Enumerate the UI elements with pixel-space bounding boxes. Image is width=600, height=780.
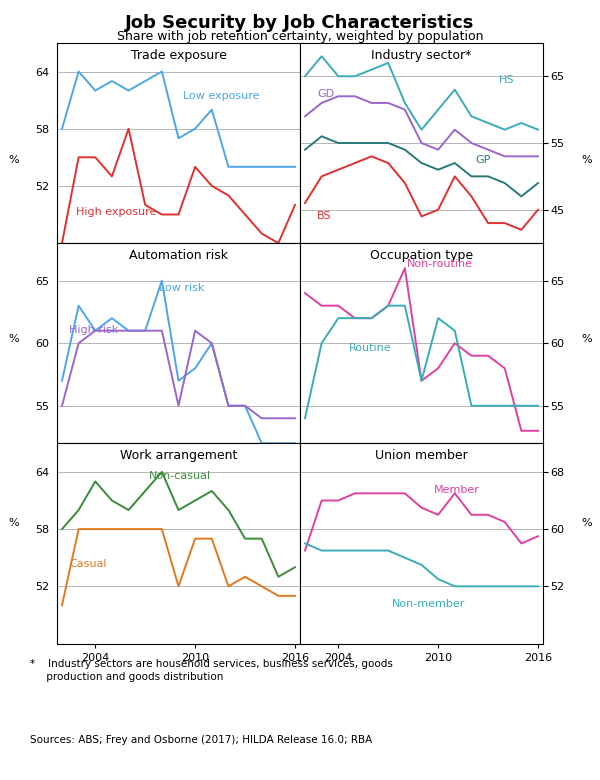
Text: %: % <box>581 335 592 344</box>
Text: GD: GD <box>317 89 334 99</box>
Text: GP: GP <box>475 155 490 165</box>
Text: Routine: Routine <box>349 343 391 353</box>
Text: *    Industry sectors are household services, business services, goods: * Industry sectors are household service… <box>30 659 393 669</box>
Text: Trade exposure: Trade exposure <box>131 49 226 62</box>
Text: Sources: ABS; Frey and Osborne (2017); HILDA Release 16.0; RBA: Sources: ABS; Frey and Osborne (2017); H… <box>30 735 372 745</box>
Text: %: % <box>8 518 19 527</box>
Text: BS: BS <box>317 211 332 221</box>
Text: Non-member: Non-member <box>392 600 466 609</box>
Text: Share with job retention certainty, weighted by population: Share with job retention certainty, weig… <box>117 30 483 43</box>
Text: %: % <box>581 155 592 165</box>
Text: High exposure: High exposure <box>76 207 157 217</box>
Text: %: % <box>8 155 19 165</box>
Text: %: % <box>581 518 592 527</box>
Text: Work arrangement: Work arrangement <box>120 449 237 463</box>
Text: High risk: High risk <box>69 325 118 335</box>
Text: Low exposure: Low exposure <box>184 91 260 101</box>
Text: production and goods distribution: production and goods distribution <box>30 672 223 682</box>
Text: Non-casual: Non-casual <box>149 471 211 481</box>
Text: Job Security by Job Characteristics: Job Security by Job Characteristics <box>125 14 475 32</box>
Text: Low risk: Low risk <box>159 283 205 293</box>
Text: Automation risk: Automation risk <box>129 249 228 262</box>
Text: Union member: Union member <box>375 449 468 463</box>
Text: Industry sector*: Industry sector* <box>371 49 472 62</box>
Text: %: % <box>8 335 19 344</box>
Text: Casual: Casual <box>69 559 107 569</box>
Text: Member: Member <box>434 485 479 495</box>
Text: Occupation type: Occupation type <box>370 249 473 262</box>
Text: HS: HS <box>499 75 515 85</box>
Text: Non-routine: Non-routine <box>407 259 473 269</box>
